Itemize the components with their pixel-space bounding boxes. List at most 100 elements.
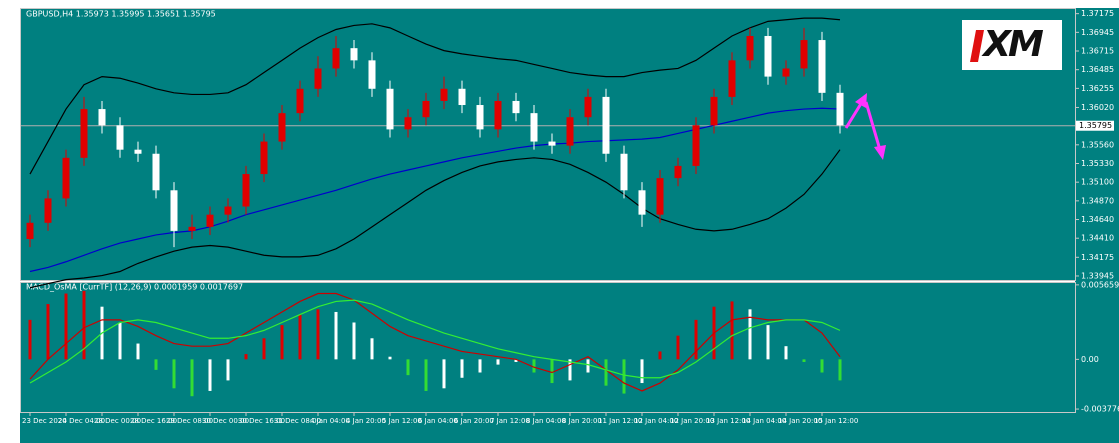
candle-body [710,96,718,126]
histogram-bar [64,293,68,360]
candle-body [620,153,628,191]
histogram-bar [496,359,500,365]
y-tick-label: 1.34640 [1081,215,1114,224]
candle-body [116,125,124,150]
x-tick-label: 31 Dec 08:00 [274,417,321,425]
candle-body [296,88,304,114]
candle-body [656,178,664,215]
histogram-bar [82,290,86,360]
histogram-bar [46,304,50,360]
y-tick-label: 1.34175 [1081,253,1114,262]
candle-body [260,141,268,175]
macd-line [29,292,841,392]
histogram-bar [748,309,752,360]
candle-body [26,222,34,240]
histogram-bar [226,359,230,381]
x-tick-label: 15 Jan 12:00 [814,417,858,425]
histogram-bar [586,359,590,373]
x-tick-label: 8 Jan 20:00 [562,417,602,425]
histogram-bar [316,309,320,360]
logo-slash [970,30,984,62]
candle-body [62,157,70,199]
histogram-bar [388,356,392,360]
moving-average [29,107,841,273]
arrow-up [844,101,864,129]
histogram-bar [766,325,770,360]
price-title: GBPUSD,H4 1.35973 1.35995 1.35651 1.3579… [26,10,216,19]
candle-body [386,88,394,130]
candle-body [530,113,538,142]
candle-body [314,68,322,89]
histogram-bar [154,359,158,370]
y-tick-label: 1.36020 [1081,103,1114,112]
arrow-down [864,101,882,151]
x-tick-label: 23 Dec 2020 [22,417,67,425]
candle-body [458,88,466,106]
x-tick-label: 6 Jan 20:00 [454,417,494,425]
candle-body [422,100,430,118]
candle-body [818,40,826,93]
y-tick-label: 1.34410 [1081,234,1114,243]
histogram-bar [784,346,788,360]
histogram-bar [658,351,662,360]
macd-frame [20,282,1076,413]
x-tick-label: 24 Dec 04:00 [58,417,105,425]
histogram-bar [532,359,536,373]
forecast-arrows [844,93,886,160]
histogram-bar [280,325,284,360]
y-tick-label: 1.35560 [1081,140,1114,149]
histogram-bar [208,359,212,391]
x-tick-label: 12 Jan 04:00 [634,417,678,425]
candle-body [188,226,196,231]
x-tick-label: 30 Dec 00:00 [202,417,249,425]
candle-body [170,190,178,231]
candle-body [692,125,700,166]
candle-body [98,109,106,126]
histogram-bar [802,359,806,362]
candle-body [368,60,376,89]
candle-body [278,113,286,142]
histogram-bar [406,359,410,376]
histogram-bar [28,319,32,360]
candle-body [440,88,448,101]
candle-body [512,100,520,114]
arrow-up-head [855,93,867,108]
y-tick-label: 0.005659 [1081,280,1119,289]
candle-body [638,190,646,215]
y-tick-label: 1.36715 [1081,47,1114,56]
y-tick-label: 0.00 [1081,355,1099,364]
y-tick-label: 1.36255 [1081,84,1114,93]
candle-body [242,174,250,207]
histogram-bar [298,314,302,360]
histogram-bar [424,359,428,391]
signal-line [29,299,841,384]
histogram-bar [262,338,266,360]
x-tick-label: 13 Jan 12:00 [706,417,750,425]
y-tick-label: -0.003776 [1081,405,1119,414]
current-price-box [1076,120,1114,131]
x-tick-label: 29 Dec 08:00 [166,417,213,425]
x-tick-label: 5 Jan 12:00 [382,417,422,425]
histogram-bar [514,359,518,362]
candle-body [332,48,340,69]
histogram-bar [604,359,608,386]
x-tick-label: 4 Jan 20:00 [346,417,386,425]
histogram-bar [730,301,734,360]
histogram-bar [244,354,248,360]
histogram-bar [190,359,194,397]
candle-body [836,92,844,126]
candle-body [152,153,160,191]
x-tick-label: 6 Jan 04:00 [418,417,458,425]
histogram-bar [640,359,644,384]
y-tick-label: 1.35100 [1081,178,1114,187]
histogram-bar [550,359,554,384]
candle-body [206,214,214,227]
candle-body [80,109,88,158]
x-tick-label: 28 Dec 16:00 [130,417,177,425]
candle-body [350,48,358,61]
upper-band [29,17,841,175]
histogram-bar [568,359,572,381]
x-tick-label: 28 Dec 00:00 [94,417,141,425]
candle-body [548,141,556,146]
x-tick-label: 11 Jan 12:00 [598,417,642,425]
